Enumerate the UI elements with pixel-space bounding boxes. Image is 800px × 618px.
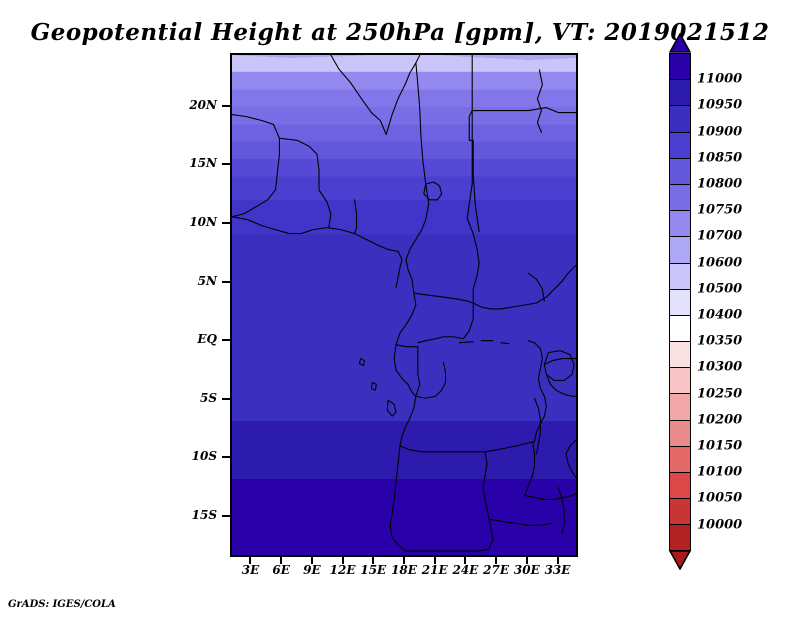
longitude-tick-mark bbox=[280, 557, 283, 564]
colorbar-swatch[interactable] bbox=[669, 341, 691, 368]
colorbar-tick-label: 10200 bbox=[697, 412, 743, 428]
colorbar-tick-label: 10850 bbox=[697, 150, 743, 166]
longitude-tick-mark bbox=[433, 557, 436, 564]
latitude-tick-label: 10N bbox=[189, 214, 217, 229]
latitude-tick-mark bbox=[222, 456, 230, 459]
colorbar-tick-label: 10400 bbox=[697, 307, 743, 323]
colorbar-swatch[interactable] bbox=[669, 288, 691, 315]
longitude-tick-label: 18E bbox=[391, 563, 417, 577]
longitude-tick-label: 24E bbox=[452, 563, 479, 577]
colorbar-tick-label: 10150 bbox=[697, 438, 743, 454]
longitude-tick-label: 12E bbox=[329, 563, 356, 577]
colorbar-tick-label: 10700 bbox=[697, 228, 743, 244]
longitude-tick-mark bbox=[464, 557, 467, 564]
longitude-tick-label: 3E bbox=[241, 563, 260, 577]
contour-band bbox=[232, 71, 576, 91]
longitude-tick-label: 30E bbox=[513, 563, 540, 577]
colorbar-swatch[interactable] bbox=[669, 393, 691, 420]
colorbar-swatch[interactable] bbox=[669, 183, 691, 211]
colorbar-swatch[interactable] bbox=[669, 445, 691, 472]
colorbar-swatch[interactable] bbox=[669, 105, 691, 132]
longitude-tick-mark bbox=[556, 557, 559, 564]
colorbar-swatch[interactable] bbox=[669, 131, 691, 158]
longitude-tick-mark bbox=[403, 557, 405, 564]
longitude-tick-label: 9E bbox=[303, 563, 321, 577]
contour-band bbox=[232, 199, 576, 236]
latitude-tick-mark bbox=[222, 163, 230, 166]
longitude-tick-mark bbox=[525, 557, 528, 564]
longitude-tick-label: 15E bbox=[360, 563, 387, 577]
colorbar-swatch[interactable] bbox=[669, 79, 691, 106]
colorbar-swatch[interactable] bbox=[669, 367, 691, 394]
colorbar-swatch[interactable] bbox=[669, 498, 691, 525]
colorbar-tick-label: 10100 bbox=[697, 464, 743, 480]
colorbar-tick-label: 10900 bbox=[697, 124, 743, 140]
longitude-tick-mark bbox=[341, 557, 344, 564]
longitude-tick-label: 27E bbox=[483, 563, 510, 577]
longitude-tick-mark bbox=[310, 557, 313, 564]
colorbar-extend-bottom-arrow bbox=[669, 549, 691, 570]
colorbar-extend-top-arrow bbox=[669, 33, 691, 53]
colorbar[interactable] bbox=[669, 53, 691, 551]
colorbar-swatch[interactable] bbox=[669, 472, 691, 499]
colorbar-swatch[interactable] bbox=[669, 236, 691, 263]
colorbar-tick-label: 10300 bbox=[697, 359, 743, 375]
colorbar-tick-label: 10950 bbox=[697, 97, 743, 113]
colorbar-tick-label: 10000 bbox=[697, 517, 743, 533]
longitude-tick-mark bbox=[249, 557, 252, 564]
longitude-tick-label: 6E bbox=[272, 563, 290, 577]
latitude-tick-mark bbox=[222, 104, 230, 107]
latitude-tick-label: 5N bbox=[197, 273, 217, 288]
latitude-tick-label: 5S bbox=[199, 390, 217, 405]
colorbar-swatch[interactable] bbox=[669, 314, 691, 342]
contour-band bbox=[232, 478, 576, 555]
contour-band bbox=[232, 176, 576, 202]
latitude-tick-mark bbox=[222, 514, 230, 517]
latitude-tick-mark bbox=[222, 397, 230, 400]
colorbar-swatch[interactable] bbox=[669, 524, 691, 551]
colorbar-swatch[interactable] bbox=[669, 53, 691, 80]
longitude-tick-mark bbox=[372, 557, 375, 564]
contour-band bbox=[232, 141, 576, 161]
colorbar-tick-label: 10500 bbox=[697, 281, 743, 297]
contour-band bbox=[232, 106, 576, 126]
colorbar-tick-label: 10050 bbox=[697, 490, 743, 506]
latitude-tick-label: 15S bbox=[191, 507, 217, 522]
page-title: Geopotential Height at 250hPa [gpm], VT:… bbox=[30, 19, 770, 46]
colorbar-swatch[interactable] bbox=[669, 262, 691, 289]
colorbar-tick-label: 10800 bbox=[697, 176, 743, 192]
latitude-tick-mark bbox=[222, 280, 230, 283]
contour-fill-layer bbox=[232, 55, 576, 555]
latitude-tick-label: 15N bbox=[189, 156, 217, 171]
longitude-tick-mark bbox=[495, 557, 498, 564]
colorbar-tick-label: 11000 bbox=[697, 71, 743, 87]
longitude-tick-label: 21E bbox=[421, 563, 448, 577]
map-plot-area[interactable] bbox=[230, 53, 578, 557]
colorbar-tick-label: 10250 bbox=[697, 386, 743, 402]
latitude-tick-label: 10S bbox=[191, 449, 217, 464]
colorbar-tick-label: 10600 bbox=[697, 255, 743, 271]
longitude-tick-label: 33E bbox=[544, 563, 571, 577]
colorbar-tick-label: 10350 bbox=[697, 333, 743, 349]
latitude-tick-mark bbox=[222, 339, 230, 342]
contour-band bbox=[232, 124, 576, 143]
contour-band bbox=[232, 55, 576, 71]
contour-band bbox=[232, 89, 576, 109]
colorbar-swatch[interactable] bbox=[669, 157, 691, 184]
colorbar-swatch[interactable] bbox=[669, 210, 691, 237]
colorbar-tick-label: 10750 bbox=[697, 202, 743, 218]
latitude-tick-label: EQ bbox=[197, 332, 217, 347]
latitude-tick-mark bbox=[222, 221, 230, 224]
latitude-tick-label: 20N bbox=[189, 97, 217, 112]
country-borders-layer bbox=[232, 55, 576, 552]
colorbar-swatch[interactable] bbox=[669, 419, 691, 446]
footer-credit: GrADS: IGES/COLA bbox=[8, 599, 116, 610]
